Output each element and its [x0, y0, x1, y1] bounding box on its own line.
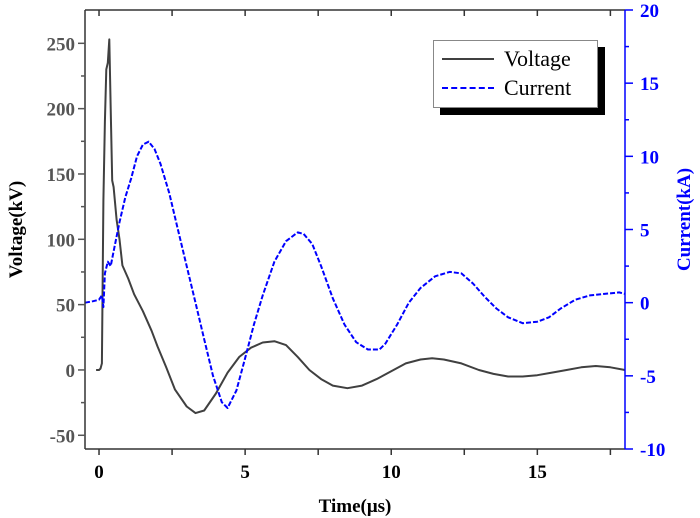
y-axis-label: Voltage(kV) [6, 181, 27, 278]
legend-label-current: Current [504, 75, 572, 100]
legend-item-voltage: Voltage [442, 46, 571, 72]
x-tick-label: 10 [382, 462, 401, 483]
x-tick-label: 0 [94, 462, 104, 483]
legend: Voltage Current [433, 40, 605, 115]
legend-box: Voltage Current [433, 40, 598, 108]
series-line-voltage [96, 38, 626, 415]
y-tick-label: 50 [56, 296, 75, 317]
x-tick-label: 5 [240, 462, 250, 483]
y-tick-label: 100 [47, 230, 76, 251]
legend-label-voltage: Voltage [504, 46, 571, 71]
legend-item-current: Current [442, 75, 571, 101]
y2-tick-label: -5 [640, 367, 656, 388]
y-tick-label: 250 [47, 34, 76, 55]
y2-tick-label: -10 [640, 440, 665, 461]
y-tick-label: 0 [66, 361, 76, 382]
series-line-current [84, 140, 626, 409]
legend-swatch-voltage [442, 58, 494, 60]
y-tick-label: -50 [50, 426, 75, 447]
x-tick-label: 15 [528, 462, 547, 483]
y-tick-label: 200 [47, 100, 76, 121]
y-tick-label: 150 [47, 165, 76, 186]
legend-swatch-current [442, 87, 494, 89]
y2-tick-label: 20 [640, 1, 659, 22]
y2-tick-label: 15 [640, 74, 659, 95]
y2-tick-label: 0 [640, 294, 650, 315]
y2-axis-label: Current(kA) [674, 168, 695, 271]
x-axis-label: Time(μs) [319, 496, 392, 517]
y2-tick-label: 5 [640, 221, 650, 242]
y2-tick-label: 10 [640, 147, 659, 168]
